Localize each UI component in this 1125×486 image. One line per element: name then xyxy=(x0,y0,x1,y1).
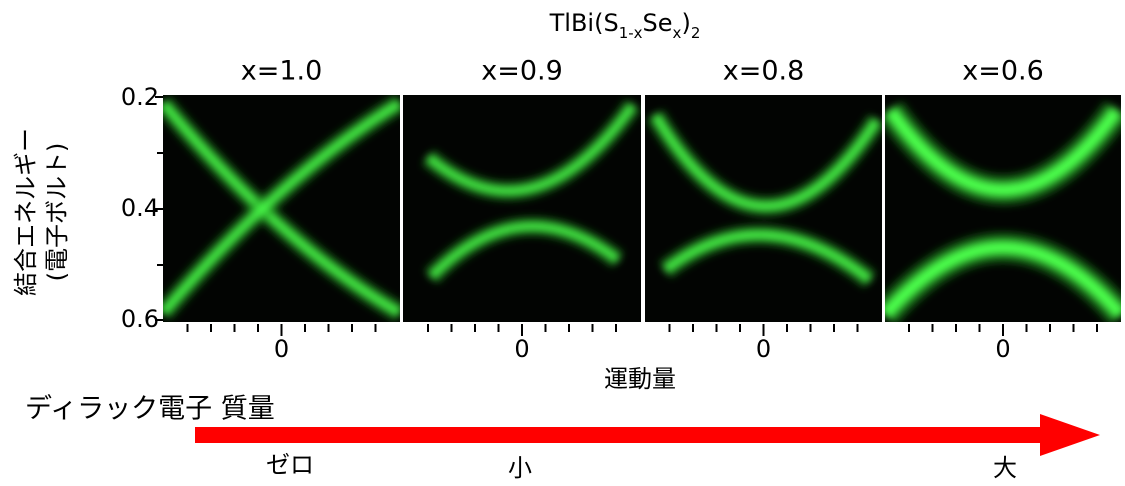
title-part: TlBi(S xyxy=(549,9,619,37)
y-axis-label: (電子ボルト) xyxy=(43,143,71,282)
title-part: Se xyxy=(643,9,673,37)
panel xyxy=(403,95,641,322)
arrow-label: ディラック電子 質量 xyxy=(25,394,275,425)
x-tick-label: 0 xyxy=(514,335,529,363)
y-tick-label: 0.2 xyxy=(121,83,159,111)
panel-label: x=0.9 xyxy=(481,56,563,87)
title-sub: 1-x xyxy=(619,24,643,42)
y-tick-label: 0.6 xyxy=(121,305,159,333)
band xyxy=(885,106,1121,197)
panel xyxy=(885,95,1121,322)
x-tick-label: 0 xyxy=(995,335,1010,363)
arrow-mark: ゼロ xyxy=(266,451,314,479)
bands xyxy=(163,95,400,322)
panel xyxy=(163,95,400,322)
bands xyxy=(646,109,882,288)
title-sub: x xyxy=(673,24,682,42)
arrow-mark: 小 xyxy=(508,454,532,482)
arrow-mark: 大 xyxy=(993,454,1017,482)
panel-label: x=0.6 xyxy=(962,56,1044,87)
mass-arrow xyxy=(195,414,1100,456)
x-tick-label: 0 xyxy=(274,335,289,363)
band xyxy=(428,223,621,280)
panel-label: x=1.0 xyxy=(241,56,323,87)
title: TlBi(S1-xSex)2 xyxy=(549,9,701,42)
band xyxy=(163,100,400,317)
band xyxy=(163,99,400,316)
x-tick-label: 0 xyxy=(756,335,771,363)
panels: x=1.0 0 x=0.9 0 x=0.8 0 x=0.6 0 xyxy=(163,56,1121,363)
y-tick-label: 0.4 xyxy=(121,194,159,222)
band xyxy=(885,240,1121,320)
band xyxy=(651,113,881,210)
bands xyxy=(885,101,1121,322)
title-sub: 2 xyxy=(691,24,701,42)
bands xyxy=(421,99,641,284)
y-axis-label: 結合エネルギー xyxy=(12,128,40,296)
panel-label: x=0.8 xyxy=(723,56,805,87)
band xyxy=(425,103,636,195)
x-axis-label: 運動量 xyxy=(604,365,676,393)
panel xyxy=(645,95,882,322)
band xyxy=(662,231,873,283)
title-part: ) xyxy=(681,9,690,37)
y-ticks xyxy=(155,96,163,321)
